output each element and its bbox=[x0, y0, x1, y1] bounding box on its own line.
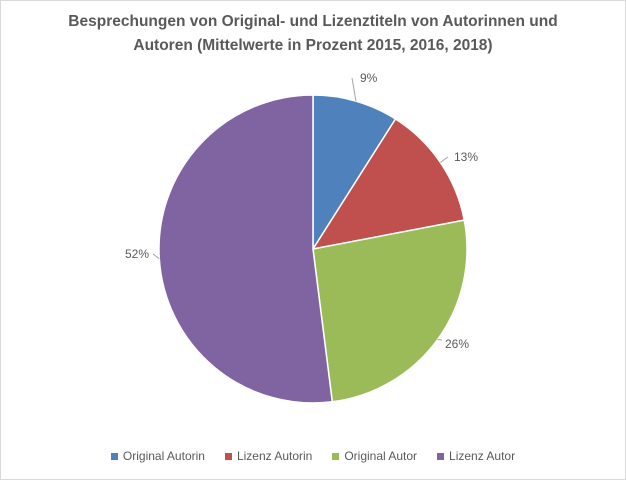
legend-swatch bbox=[437, 452, 445, 460]
legend-swatch bbox=[332, 452, 340, 460]
pie-slice-original-autorin bbox=[312, 94, 397, 252]
data-label-lizenz-autor: 52% bbox=[125, 247, 149, 261]
leader-line-original-autorin bbox=[351, 77, 357, 102]
chart-title-line-1: Besprechungen von Original- und Lizenzti… bbox=[68, 13, 558, 30]
legend-item-lizenz-autor: Lizenz Autor bbox=[437, 449, 515, 463]
legend-item-original-autorin: Original Autorin bbox=[110, 449, 205, 463]
legend-swatch bbox=[224, 452, 232, 460]
pie-slice-original-autor bbox=[312, 219, 468, 403]
leader-line-lizenz-autor bbox=[152, 253, 160, 260]
chart-title-line-2: Autoren (Mittelwerte in Prozent 2015, 20… bbox=[133, 37, 493, 54]
legend-label: Lizenz Autorin bbox=[236, 449, 313, 463]
pie-slice-lizenz-autor bbox=[158, 94, 334, 404]
chart-legend: Original Autorin Lizenz Autorin Original A… bbox=[0, 449, 626, 463]
legend-item-lizenz-autorin: Lizenz Autorin bbox=[224, 449, 313, 463]
data-label-original-autorin: 9% bbox=[360, 71, 378, 85]
leader-line-lizenz-autorin bbox=[440, 156, 449, 163]
legend-item-original-autor: Original Autor bbox=[332, 449, 417, 463]
pie-slice-lizenz-autorin bbox=[311, 117, 466, 251]
legend-label: Lizenz Autor bbox=[449, 449, 516, 463]
legend-swatch bbox=[110, 452, 118, 460]
data-label-lizenz-autorin: 13% bbox=[454, 150, 478, 164]
legend-label: Original Autor bbox=[344, 449, 418, 463]
chart-title: Besprechungen von Original- und Lizenzti… bbox=[40, 10, 586, 58]
legend-label: Original Autorin bbox=[122, 449, 205, 463]
data-label-original-autor: 26% bbox=[445, 337, 469, 351]
